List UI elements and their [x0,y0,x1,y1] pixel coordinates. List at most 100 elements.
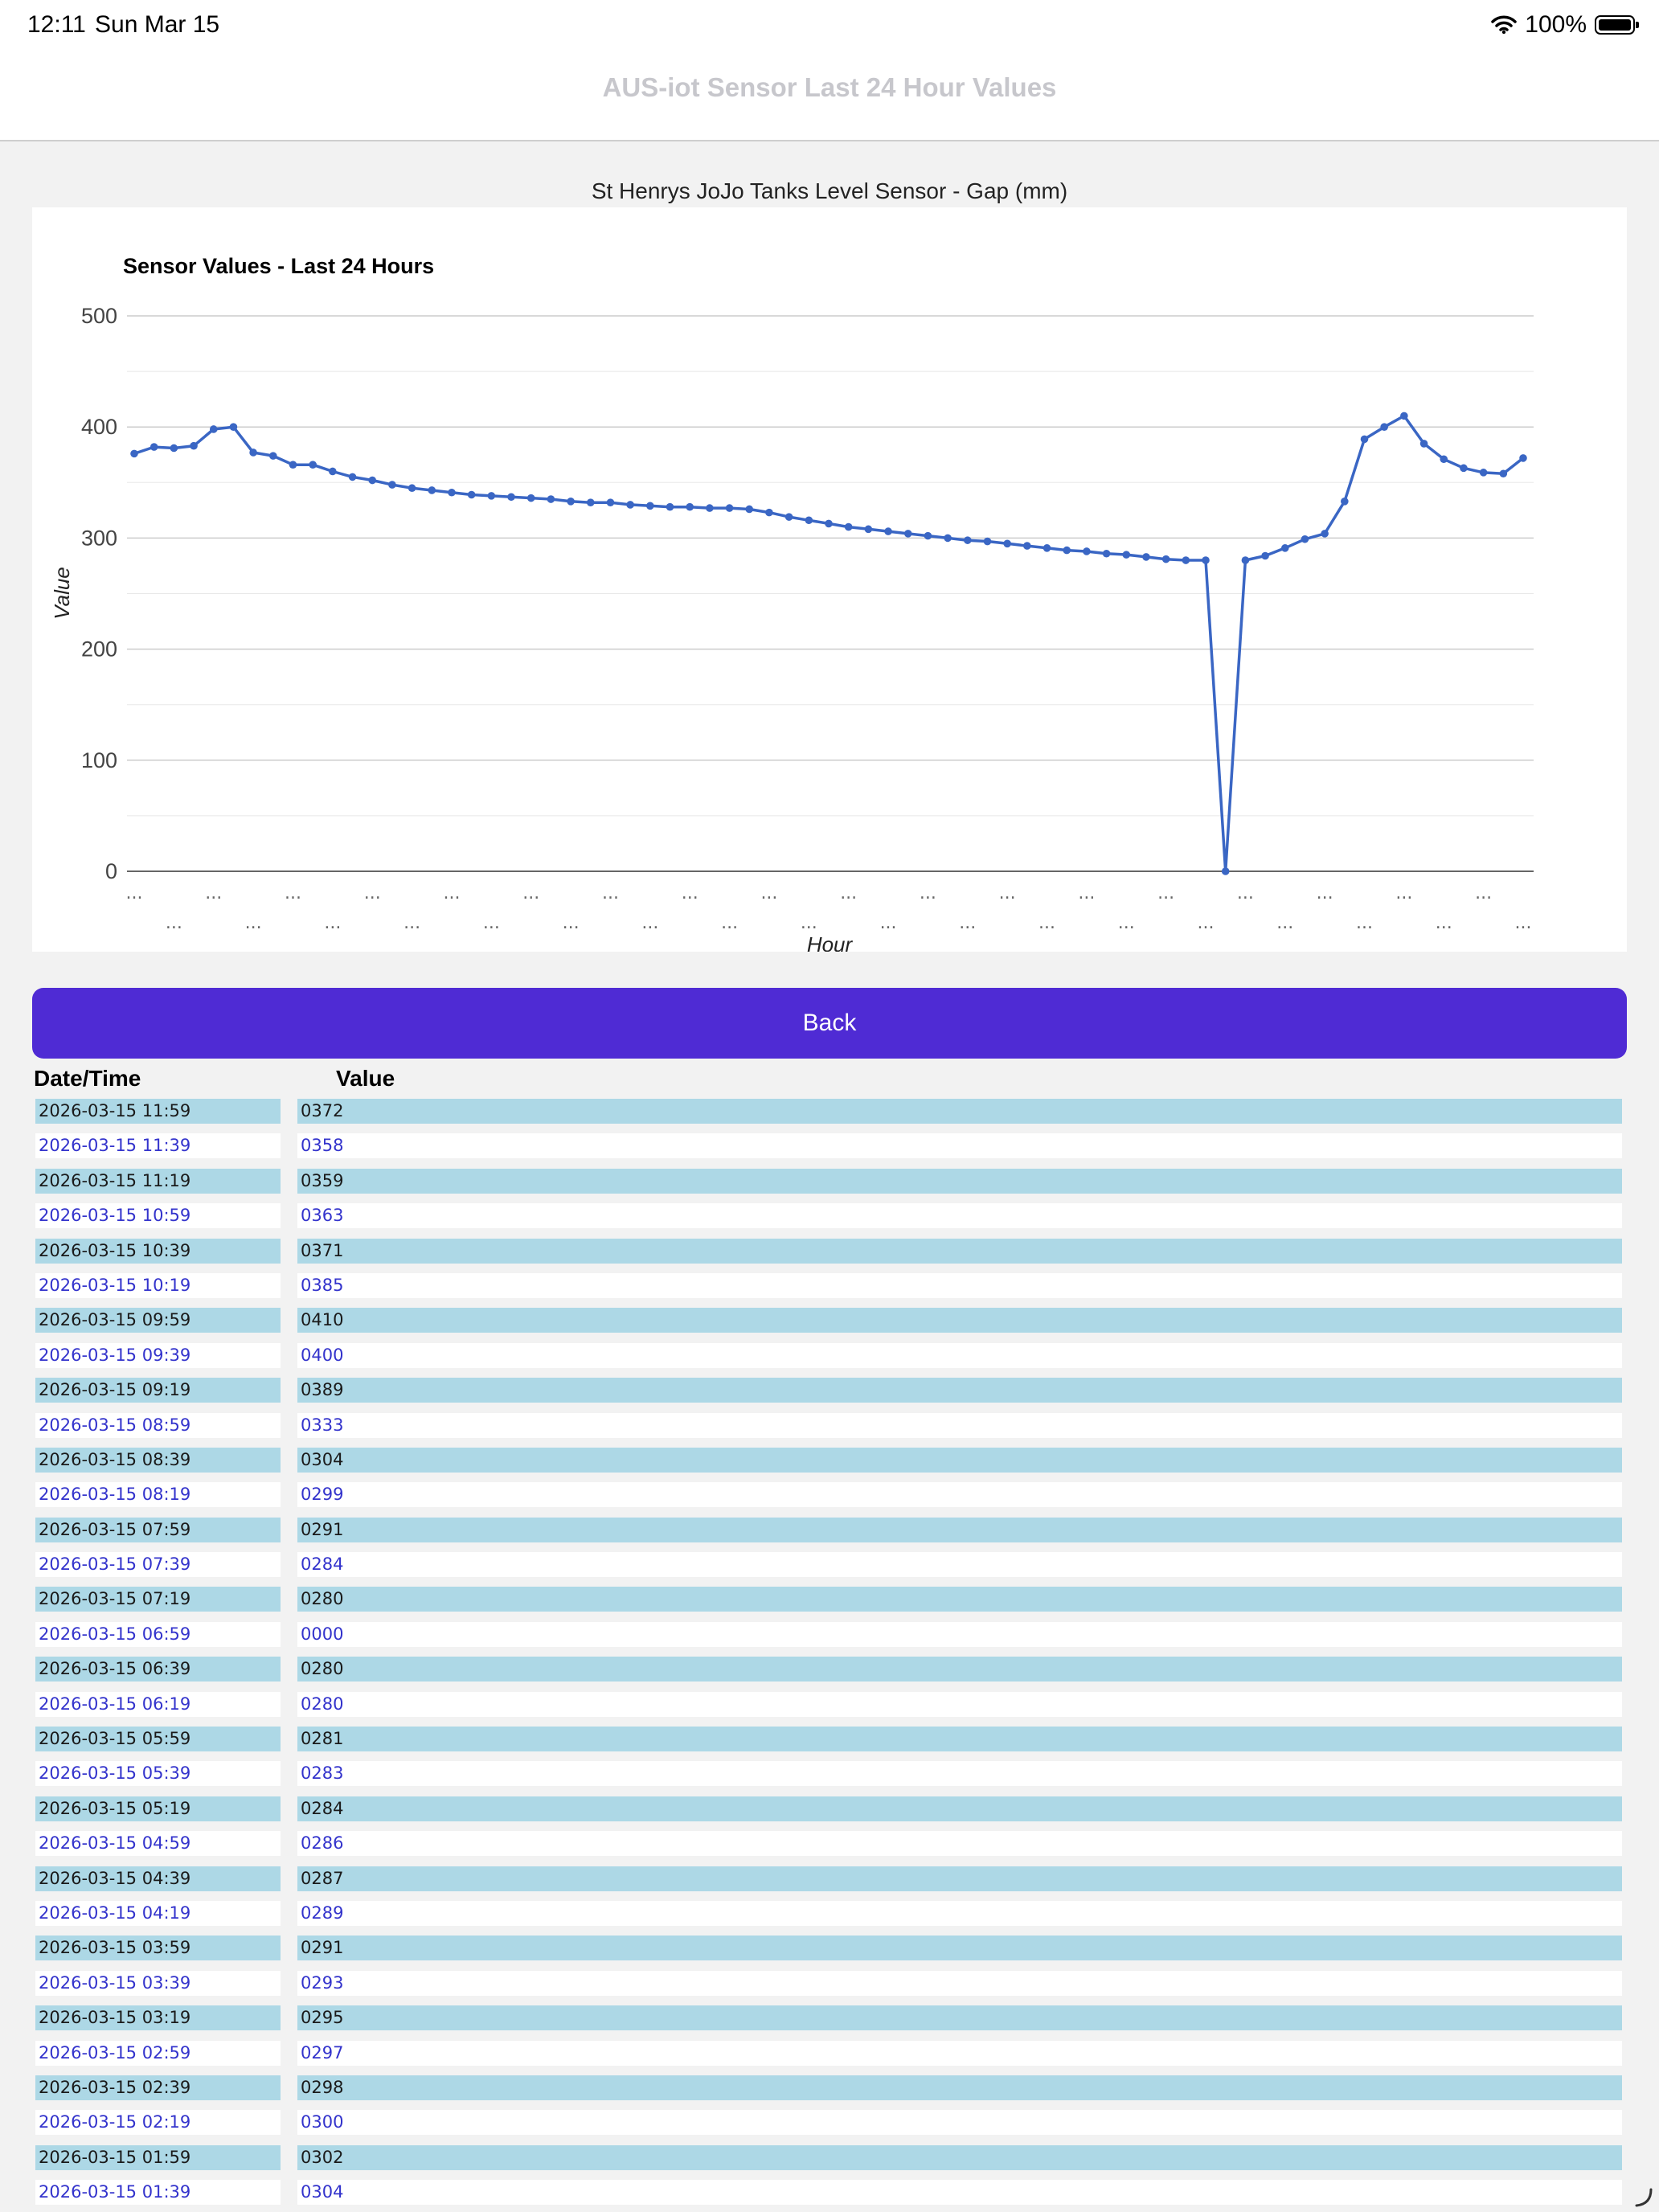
data-point [209,425,218,433]
datetime-cell: 2026-03-15 11:59 [35,1099,281,1124]
x-tick-label: ... [126,883,143,903]
table-row: 2026-03-15 03:59 0291 [0,1931,1659,1966]
data-point [329,467,337,476]
data-point [150,443,158,451]
datetime-cell: 2026-03-15 06:19 [35,1691,281,1717]
table-row: 2026-03-15 06:19 0280 [0,1688,1659,1722]
data-point [924,531,932,540]
data-point [1460,464,1468,473]
table-row: 2026-03-15 05:39 0283 [0,1757,1659,1792]
value-cell: 0299 [297,1482,1622,1508]
data-point [825,519,833,528]
table-row: 2026-03-15 03:39 0293 [0,1967,1659,2001]
data-point [487,492,496,500]
datetime-cell: 2026-03-15 06:59 [35,1621,281,1647]
data-point [1122,551,1131,559]
value-cell: 0000 [297,1621,1622,1647]
datetime-cell: 2026-03-15 08:39 [35,1447,281,1473]
value-cell: 0295 [297,2005,1622,2031]
x-tick-label: ... [403,913,420,933]
value-cell: 0284 [297,1796,1622,1821]
x-tick-label: ... [1198,913,1215,933]
x-tick-label: ... [999,883,1016,903]
table-row: 2026-03-15 08:39 0304 [0,1444,1659,1478]
value-cell: 0400 [297,1342,1622,1368]
table-row: 2026-03-15 06:59 0000 [0,1618,1659,1653]
x-tick-label: ... [1395,883,1412,903]
value-cell: 0389 [297,1378,1622,1403]
column-header-value: Value [336,1066,395,1091]
data-point [1360,435,1369,444]
x-tick-label: ... [641,913,658,933]
datetime-cell: 2026-03-15 07:19 [35,1587,281,1612]
data-point [903,530,912,538]
datetime-cell: 2026-03-15 11:19 [35,1168,281,1194]
value-cell: 0280 [297,1691,1622,1717]
datetime-cell: 2026-03-15 09:39 [35,1342,281,1368]
table-row: 2026-03-15 07:59 0291 [0,1514,1659,1548]
table-row: 2026-03-15 11:19 0359 [0,1165,1659,1199]
datetime-cell: 2026-03-15 02:39 [35,2075,281,2100]
data-point [526,494,535,502]
data-point [1063,546,1071,555]
table-row: 2026-03-15 11:59 0372 [0,1095,1659,1129]
value-cell: 0283 [297,1761,1622,1787]
data-point [467,490,476,499]
data-point [408,484,416,493]
status-date: Sun Mar 15 [95,11,220,38]
data-point [983,537,992,546]
datetime-cell: 2026-03-15 07:59 [35,1517,281,1542]
data-point [805,516,813,525]
value-cell: 0280 [297,1657,1622,1682]
x-tick-label: ... [166,913,182,933]
x-tick-label: ... [285,883,301,903]
data-point [448,488,456,497]
table-row: 2026-03-15 08:59 0333 [0,1409,1659,1444]
datetime-cell: 2026-03-15 03:59 [35,1936,281,1961]
value-cell: 0287 [297,1866,1622,1891]
data-point [586,498,595,506]
series-line [133,414,1525,873]
battery-icon [1595,15,1639,35]
value-cell: 0302 [297,2144,1622,2170]
datetime-cell: 2026-03-15 02:59 [35,2040,281,2066]
value-cell: 0359 [297,1168,1622,1194]
data-point [388,481,396,489]
y-axis-label: Value [50,567,74,620]
table-row: 2026-03-15 04:59 0286 [0,1827,1659,1862]
table-row: 2026-03-15 10:39 0371 [0,1235,1659,1269]
table-row: 2026-03-15 02:39 0298 [0,2071,1659,2106]
data-point [1519,454,1527,462]
x-tick-label: ... [1475,883,1492,903]
value-cell: 0304 [297,2180,1622,2206]
data-point [190,441,198,450]
y-tick-label: 500 [81,304,117,328]
table-row: 2026-03-15 07:39 0284 [0,1548,1659,1583]
y-tick-label: 300 [81,526,117,550]
datetime-cell: 2026-03-15 02:19 [35,2110,281,2136]
x-tick-label: ... [602,883,619,903]
x-tick-label: ... [324,913,341,933]
status-indicators: 100% [1491,11,1639,39]
data-point [765,508,773,517]
back-button[interactable]: Back [32,988,1627,1059]
data-point [249,449,257,457]
data-point [706,504,714,512]
datetime-cell: 2026-03-15 08:59 [35,1412,281,1438]
datetime-cell: 2026-03-15 06:39 [35,1657,281,1682]
x-axis-label: Hour [807,932,854,952]
sensor-line-chart: 0 100 200 300 400 500 Sensor Values - Last 24 … [50,254,1534,952]
datetime-cell: 2026-03-15 09:59 [35,1308,281,1333]
x-tick-label: ... [1157,883,1174,903]
data-point [964,536,972,544]
table-row: 2026-03-15 09:59 0410 [0,1304,1659,1338]
table-row: 2026-03-15 09:39 0400 [0,1339,1659,1374]
datetime-cell: 2026-03-15 09:19 [35,1378,281,1403]
resize-handle-icon [1635,2188,1653,2207]
value-cell: 0286 [297,1831,1622,1857]
data-point [1043,544,1051,552]
data-point [844,522,853,531]
datetime-cell: 2026-03-15 04:19 [35,1900,281,1926]
value-cell: 0300 [297,2110,1622,2136]
data-point [745,505,754,514]
